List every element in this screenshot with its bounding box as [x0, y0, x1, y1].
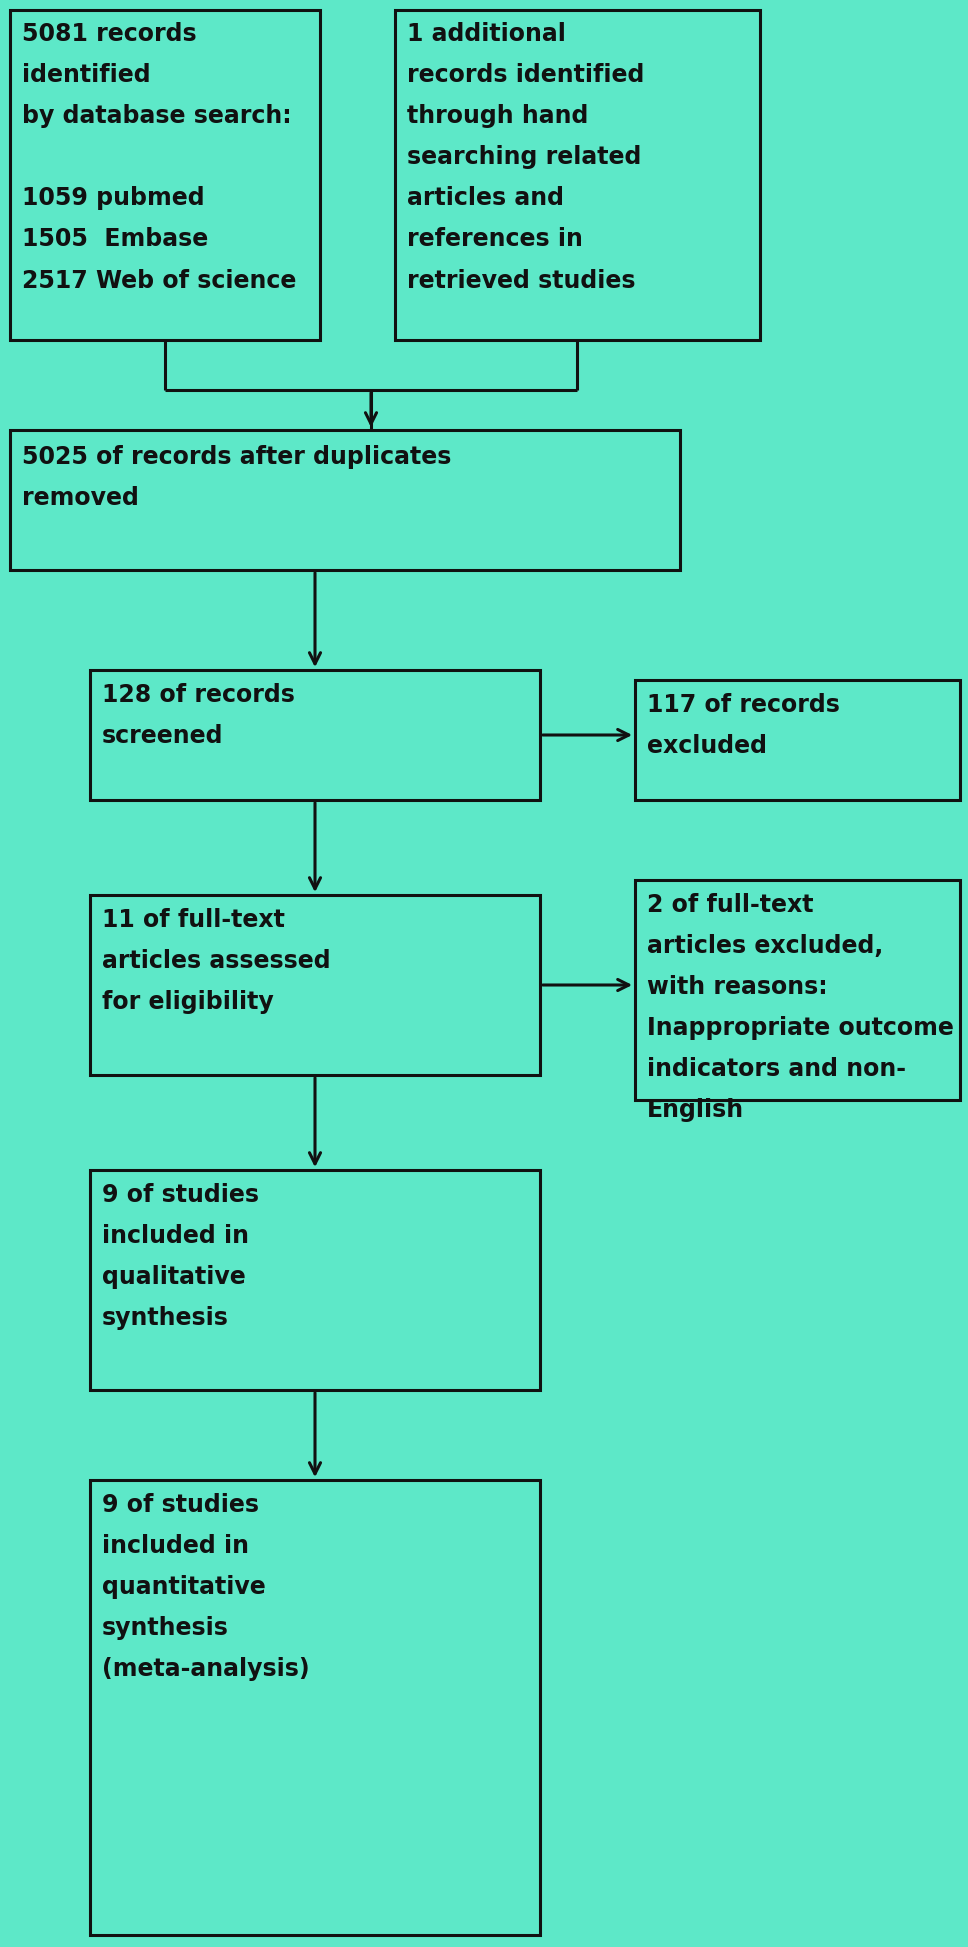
Bar [90, 896, 540, 1075]
Bar [90, 1480, 540, 1935]
Text: 117 of records
excluded: 117 of records excluded [647, 693, 840, 757]
Bar [10, 10, 320, 341]
Bar [90, 1170, 540, 1390]
Text: 9 of studies
included in
quantitative
synthesis
(meta-analysis): 9 of studies included in quantitative sy… [102, 1493, 310, 1682]
Text: 9 of studies
included in
qualitative
synthesis: 9 of studies included in qualitative syn… [102, 1184, 259, 1330]
Bar [635, 880, 960, 1100]
Text: 5025 of records after duplicates
removed: 5025 of records after duplicates removed [22, 446, 451, 510]
Text: 5081 records
identified
by database search:

1059 pubmed
1505  Embase
2517 Web o: 5081 records identified by database sear… [22, 21, 296, 292]
Bar [395, 10, 760, 341]
Text: 2 of full-text
articles excluded,
with reasons:
Inappropriate outcome
indicators: 2 of full-text articles excluded, with r… [647, 894, 953, 1123]
Text: 128 of records
screened: 128 of records screened [102, 683, 295, 748]
Bar [90, 670, 540, 800]
Text: 11 of full-text
articles assessed
for eligibility: 11 of full-text articles assessed for el… [102, 907, 331, 1014]
Text: 1 additional
records identified
through hand
searching related
articles and
refe: 1 additional records identified through … [407, 21, 645, 292]
Bar [635, 680, 960, 800]
Bar [10, 430, 680, 570]
